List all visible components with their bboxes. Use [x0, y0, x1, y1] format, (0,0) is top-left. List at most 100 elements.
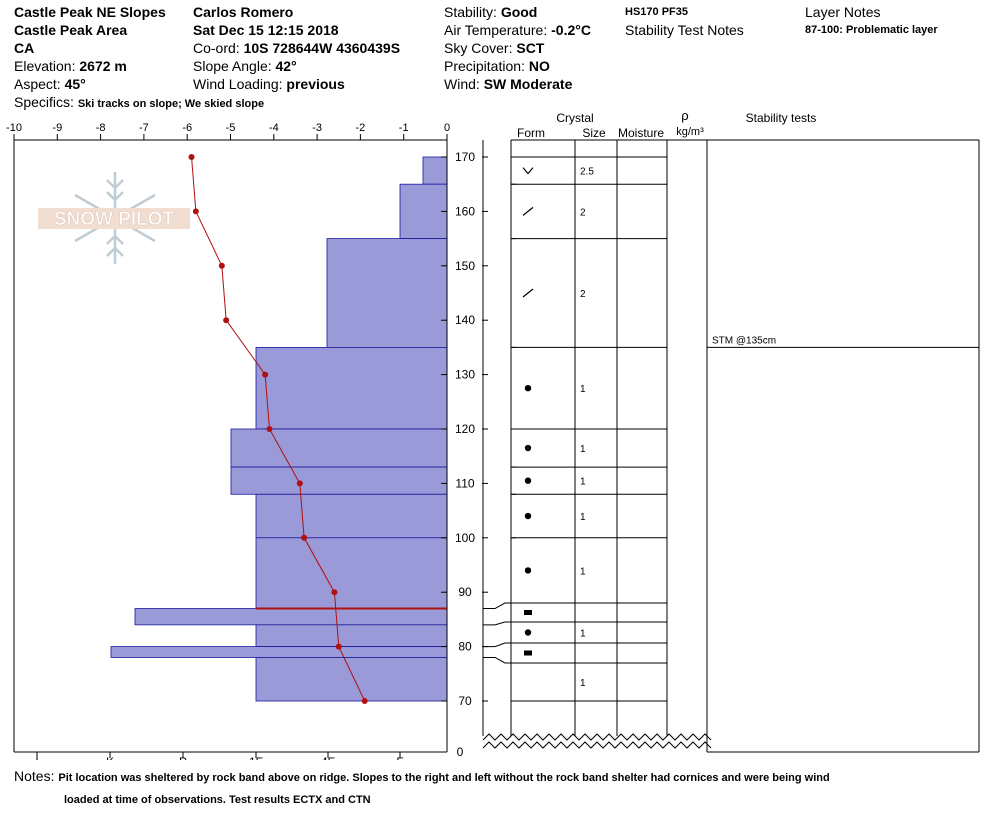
crystal-form-depth-hoar-icon: [522, 167, 534, 175]
sky-cover: Sky Cover: SCT: [444, 40, 545, 56]
stability-tests-header: Stability tests: [746, 111, 817, 125]
crystal-size-label: 1: [580, 477, 586, 488]
crystal-form-round-icon: [524, 512, 532, 520]
depth-tick-label: 90: [458, 585, 472, 599]
snowpilot-logo: SNOW PILOT: [38, 172, 190, 264]
elevation: Elevation: 2672 m: [14, 58, 127, 74]
notes-line2: loaded at time of observations. Test res…: [64, 794, 371, 806]
snowpilot-logo-text: SNOW PILOT: [54, 209, 175, 230]
layer-connector: [483, 621, 511, 626]
axis-break-bottom: [482, 741, 712, 749]
hardness-bar: [422, 156, 448, 185]
notes-line1: Pit location was sheltered by rock band …: [58, 772, 830, 784]
temperature-point: [262, 371, 269, 378]
hardness-tick-label: I: [35, 755, 38, 760]
hardness-bar: [230, 428, 448, 468]
temperature-point: [192, 208, 199, 215]
temperature-tick-label: -2: [356, 122, 366, 134]
crystal-form-decomposing-icon: [522, 288, 534, 298]
axis-break-top: [482, 733, 712, 741]
crystal-size-label: 1: [580, 629, 586, 640]
temperature-point: [223, 317, 230, 324]
stability: Stability: Good: [444, 4, 538, 20]
snow-profile-chart: SNOW PILOT -10-9-8-7-6-5-4-3-2-10IKP1F4F…: [6, 108, 980, 760]
crystal-size-label: 1: [580, 444, 586, 455]
layer-notes-title: Layer Notes: [805, 4, 881, 20]
hardness-bar: [134, 608, 448, 626]
temperature-tick-label: -8: [96, 122, 106, 134]
temperature-point: [188, 154, 195, 160]
crystal-form-round-icon: [524, 477, 532, 484]
precipitation: Precipitation: NO: [444, 58, 550, 74]
layer-connector: [483, 602, 511, 610]
hardness-bar: [255, 624, 448, 648]
location-name: Castle Peak NE Slopes: [14, 4, 166, 20]
layer-connector: [483, 656, 511, 664]
notes: Notes: Pit location was sheltered by roc…: [14, 766, 989, 810]
stability-test-label: STM @135cm: [712, 335, 776, 346]
slope-angle: Slope Angle: 42°: [193, 58, 297, 74]
hardness-bar: [255, 537, 448, 609]
temperature-tick-label: -6: [182, 122, 192, 134]
datetime: Sat Dec 15 12:15 2018: [193, 22, 339, 38]
depth-tick-label: 160: [455, 204, 475, 218]
crystal-form-facet-icon: [524, 650, 532, 656]
depth-tick-label: 110: [455, 476, 474, 490]
hardness-tick-label: 1F: [249, 755, 263, 760]
temperature-point: [296, 480, 303, 487]
depth-tick-label: 130: [455, 368, 475, 382]
hardness-bar: [255, 493, 448, 539]
temperature-tick-label: -1: [399, 122, 409, 134]
crystal-form-round-icon: [524, 444, 532, 452]
hardness-tick-label: 4F: [321, 755, 335, 760]
state-name: CA: [14, 40, 35, 56]
temperature-tick-label: 0: [444, 122, 450, 134]
observer: Carlos Romero: [193, 4, 294, 20]
crystal-size-label: 2: [580, 207, 586, 218]
temperature-tick-label: -4: [269, 122, 279, 134]
hardness-bar: [110, 646, 448, 658]
crystal-size-label: 2.5: [580, 167, 594, 178]
notes-label: Notes:: [14, 768, 55, 784]
hardness-tick-label: P: [179, 755, 187, 760]
hs-pf: HS170 PF35: [625, 6, 688, 18]
temperature-point: [301, 534, 308, 541]
hardness-bar: [255, 346, 448, 430]
temperature-point: [361, 698, 368, 704]
hardness-bar: [230, 466, 448, 495]
hardness-bar: [326, 238, 448, 348]
hardness-bar: [399, 183, 448, 239]
hardness-tick-label: F: [396, 755, 403, 760]
depth-tick-label: 150: [455, 259, 475, 273]
temperature-tick-label: -10: [6, 122, 22, 134]
form-header: Form: [517, 126, 545, 140]
crystal-form-decomposing-icon: [522, 206, 534, 216]
crystal-form-facet-icon: [524, 610, 532, 615]
crystal-stability-panel: 1701601501401301201101009080700CrystalFo…: [441, 108, 980, 759]
temperature-point: [218, 262, 225, 269]
temperature-point: [266, 426, 273, 432]
specifics: Specifics: Ski tracks on slope; We skied…: [14, 94, 265, 110]
crystal-size-label: 2: [580, 289, 586, 300]
size-header: Size: [582, 126, 606, 140]
depth-tick-label: 120: [455, 422, 475, 436]
crystal-size-label: 1: [580, 566, 586, 577]
crystal-size-label: 1: [580, 678, 586, 689]
crystal-size-label: 1: [580, 512, 586, 523]
density-unit-header: kg/m³: [676, 126, 704, 138]
temperature-point: [335, 643, 342, 650]
temperature-tick-label: -5: [226, 122, 236, 134]
hardness-temperature-panel: -10-9-8-7-6-5-4-3-2-10IKP1F4FF: [6, 122, 450, 760]
depth-tick-label: 70: [458, 694, 472, 708]
depth-tick-label: 80: [458, 640, 472, 654]
crystal-form-round-icon: [524, 629, 532, 636]
temperature-tick-label: -7: [139, 122, 149, 134]
area-name: Castle Peak Area: [14, 22, 128, 38]
density-symbol: ρ: [681, 108, 688, 123]
depth-zero-label: 0: [457, 745, 464, 759]
crystal-form-round-icon: [524, 385, 532, 392]
aspect: Aspect: 45°: [14, 76, 86, 92]
moisture-header: Moisture: [618, 126, 664, 140]
temperature-tick-label: -3: [312, 122, 322, 134]
wind: Wind: SW Moderate: [444, 76, 573, 92]
